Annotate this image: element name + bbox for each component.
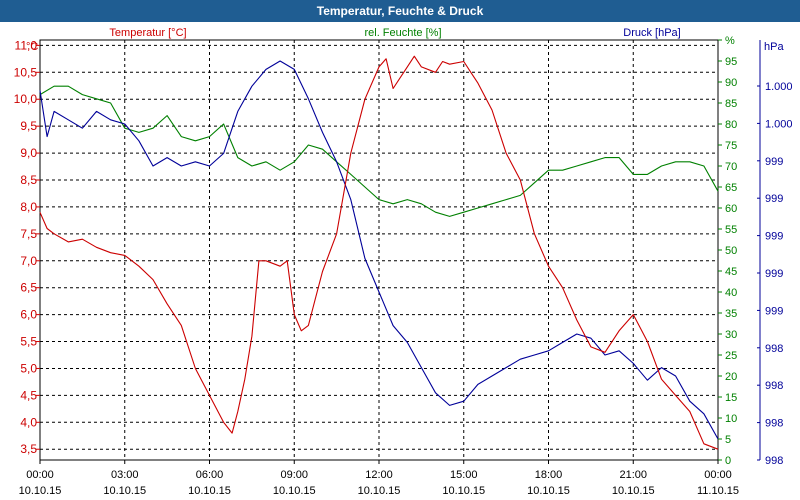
pressure-unit-label: hPa xyxy=(764,41,784,53)
temperature-tick-label: 9,5 xyxy=(20,119,37,133)
date-tick-label: 10.10.15 xyxy=(442,485,485,497)
temperature-tick-label: 7,5 xyxy=(20,227,37,241)
pressure-tick-label: 999 xyxy=(765,268,783,280)
temperature-tick-label: 8,5 xyxy=(20,173,37,187)
humidity-tick-label: 75 xyxy=(725,140,737,152)
pressure-series-line xyxy=(39,60,719,440)
humidity-tick-label: 35 xyxy=(725,308,737,320)
time-tick-label: 00:00 xyxy=(26,469,54,481)
time-tick-label: 21:00 xyxy=(619,469,647,481)
temperature-tick-label: 3,5 xyxy=(20,442,37,456)
pressure-tick-label: 998 xyxy=(765,380,783,392)
humidity-axis: 0 5 10 15 20 25 30 35 40 45 50 55 60 65 70 75 80 85 90 95% xyxy=(718,35,737,467)
time-tick-label: 15:00 xyxy=(450,469,478,481)
temperature-unit-label: °C xyxy=(26,41,38,53)
humidity-tick-label: 70 xyxy=(725,161,737,173)
humidity-tick-label: 85 xyxy=(725,98,737,110)
temperature-tick-label: 5,0 xyxy=(20,361,37,375)
humidity-tick-label: 80 xyxy=(725,119,737,131)
pressure-tick-label: 998 xyxy=(765,455,783,467)
humidity-tick-label: 90 xyxy=(725,77,737,89)
pressure-axis: 1.000 1.000 999 999 999 999 999 998 998 998 998 xyxy=(757,40,793,467)
temperature-tick-label: 7,0 xyxy=(20,254,37,268)
temperature-axis-label: Temperatur [°C] xyxy=(109,27,186,39)
temperature-tick-label: 6,0 xyxy=(20,308,37,322)
humidity-tick-label: 50 xyxy=(725,245,737,257)
chart-canvas: 3,5 4,0 4,5 5,0 5,5 6,0 6,5 7,0 7,5 8,0 8,5 9,0 9,5 1… xyxy=(14,27,793,497)
time-tick-label: 12:00 xyxy=(365,469,393,481)
humidity-tick-label: 0 xyxy=(725,455,731,467)
humidity-tick-label: 45 xyxy=(725,266,737,278)
pressure-tick-label: 999 xyxy=(765,231,783,243)
temperature-tick-label: 10,5 xyxy=(14,65,38,79)
temperature-tick-label: 9,0 xyxy=(20,146,37,160)
temperature-tick-label: 11,0 xyxy=(15,38,38,52)
humidity-axis-label: rel. Feuchte [%] xyxy=(364,27,441,39)
window-title: Temperatur, Feuchte & Druck xyxy=(0,0,800,22)
date-tick-label: 10.10.15 xyxy=(358,485,401,497)
humidity-tick-label: % xyxy=(725,35,735,47)
humidity-series-line xyxy=(39,85,719,217)
temperature-tick-label: 4,5 xyxy=(20,388,37,402)
pressure-tick-label: 998 xyxy=(765,343,783,355)
humidity-tick-label: 60 xyxy=(725,203,737,215)
pressure-tick-label: 1.000 xyxy=(765,81,793,93)
temperature-tick-label: 8,0 xyxy=(20,200,37,214)
pressure-tick-label: 999 xyxy=(765,156,783,168)
humidity-tick-label: 65 xyxy=(725,182,737,194)
temperature-axis: 3,5 4,0 4,5 5,0 5,5 6,0 6,5 7,0 7,5 8,0 8,5 9,0 9,5 1… xyxy=(14,38,40,456)
time-tick-label: 06:00 xyxy=(196,469,224,481)
temperature-series-line xyxy=(39,55,719,450)
humidity-tick-label: 15 xyxy=(725,392,737,404)
humidity-tick-label: 55 xyxy=(725,224,737,236)
time-tick-label: 18:00 xyxy=(535,469,563,481)
date-tick-label: 10.10.15 xyxy=(527,485,570,497)
time-tick-label: 03:00 xyxy=(111,469,139,481)
humidity-tick-label: 10 xyxy=(725,413,737,425)
date-tick-label: 10.10.15 xyxy=(19,485,62,497)
time-tick-label: 00:00 xyxy=(704,469,732,481)
grid-lines xyxy=(39,40,719,460)
humidity-tick-label: 30 xyxy=(725,329,737,341)
pressure-tick-label: 999 xyxy=(765,193,783,205)
humidity-tick-label: 40 xyxy=(725,287,737,299)
date-tick-label: 10.10.15 xyxy=(273,485,316,497)
temperature-tick-label: 5,5 xyxy=(20,335,37,349)
humidity-tick-label: 20 xyxy=(725,371,737,383)
humidity-tick-label: 95 xyxy=(725,56,737,68)
date-tick-label: 10.10.15 xyxy=(612,485,655,497)
temperature-tick-label: 6,5 xyxy=(20,281,37,295)
temperature-tick-label: 10,0 xyxy=(14,92,38,106)
date-tick-label: 11.10.15 xyxy=(697,485,739,497)
pressure-axis-label: Druck [hPa] xyxy=(623,27,680,39)
pressure-tick-label: 999 xyxy=(765,305,783,317)
humidity-tick-label: 5 xyxy=(725,434,731,446)
date-tick-label: 10.10.15 xyxy=(103,485,146,497)
pressure-tick-label: 1.000 xyxy=(765,118,793,130)
date-tick-label: 10.10.15 xyxy=(188,485,231,497)
series-layer xyxy=(39,55,719,450)
humidity-tick-label: 25 xyxy=(725,350,737,362)
time-tick-label: 09:00 xyxy=(280,469,308,481)
time-axis: 00:00 10.10.15 03:00 10.10.15 06:00 10.10.15 0… xyxy=(19,460,739,497)
pressure-tick-label: 998 xyxy=(765,418,783,430)
temperature-tick-label: 4,0 xyxy=(20,415,37,429)
